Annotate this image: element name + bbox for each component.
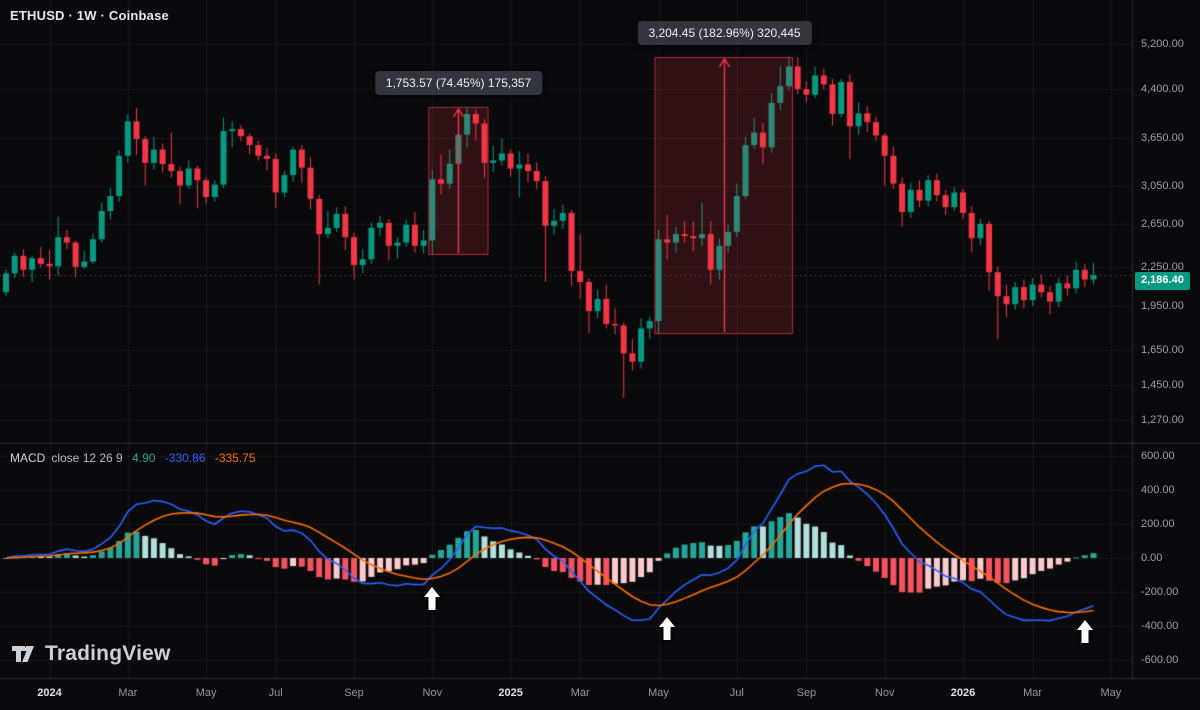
macd-axis-label: 0.00 <box>1141 552 1163 564</box>
macd-legend-params: close 12 26 9 <box>51 451 123 465</box>
time-axis-label: Nov <box>422 687 443 699</box>
time-axis-label: Mar <box>118 687 138 699</box>
price-axis-label: 2,250.00 <box>1141 261 1184 274</box>
last-price-label: 2,186.40 <box>1135 272 1190 291</box>
time-axis-label: Jul <box>268 687 283 699</box>
time-axis[interactable] <box>0 679 1200 710</box>
tradingview-logo[interactable]: TradingView <box>10 641 171 667</box>
macd-line-value: -330.86 <box>164 451 206 465</box>
price-axis-label: 1,450.00 <box>1141 378 1184 391</box>
macd-signal-value: -335.75 <box>214 451 256 465</box>
price-axis-label: 1,950.00 <box>1141 299 1184 312</box>
tradingview-logo-text: TradingView <box>45 642 171 665</box>
time-axis-label: 2024 <box>37 687 62 699</box>
macd-legend-title: MACD <box>10 451 46 465</box>
price-axis-label: 3,650.00 <box>1141 132 1184 145</box>
price-axis-label: 3,050.00 <box>1141 180 1184 193</box>
tradingview-logo-icon <box>10 641 36 667</box>
macd-axis-label: 200.00 <box>1141 518 1175 531</box>
price-range-measurement-label[interactable]: 1,753.57 (74.45%) 175,357 <box>374 70 543 95</box>
time-axis-label: May <box>648 687 669 699</box>
time-axis-label: May <box>195 687 217 699</box>
time-axis-label: Sep <box>796 687 817 699</box>
price-range-measurement-label[interactable]: 3,204.45 (182.96%) 320,445 <box>637 20 812 45</box>
price-axis-label: 1,650.00 <box>1141 344 1184 357</box>
time-axis-label: 2026 <box>950 687 976 699</box>
macd-axis-label: 400.00 <box>1141 484 1175 497</box>
time-axis-label: Mar <box>1023 687 1043 699</box>
price-axis[interactable] <box>1134 0 1200 678</box>
time-axis-label: 2025 <box>498 687 523 699</box>
price-axis-label: 1,270.00 <box>1141 413 1184 426</box>
macd-axis-label: -200.00 <box>1141 585 1179 598</box>
macd-legend[interactable]: MACD close 12 26 9 4.90 -330.86 -335.75 <box>10 451 262 465</box>
time-axis-label: Nov <box>874 687 895 699</box>
up-arrow-drawing[interactable] <box>1076 619 1093 648</box>
up-arrow-drawing[interactable] <box>659 616 676 645</box>
price-axis-label: 5,200.00 <box>1141 38 1184 50</box>
time-axis-label: Mar <box>570 687 590 699</box>
macd-histogram-value: 4.90 <box>132 451 156 465</box>
macd-axis-label: -600.00 <box>1141 653 1179 666</box>
symbol-legend[interactable]: ETHUSD · 1W · Coinbase <box>10 8 169 23</box>
price-axis-label: 4,400.00 <box>1141 82 1184 95</box>
macd-axis-label: 600.00 <box>1141 450 1175 463</box>
time-axis-label: Sep <box>344 687 364 699</box>
macd-axis-label: -400.00 <box>1141 619 1179 632</box>
time-axis-label: May <box>1100 687 1122 699</box>
time-axis-label: Jul <box>729 687 744 699</box>
price-axis-label: 2,650.00 <box>1141 217 1184 230</box>
up-arrow-drawing[interactable] <box>424 586 441 615</box>
